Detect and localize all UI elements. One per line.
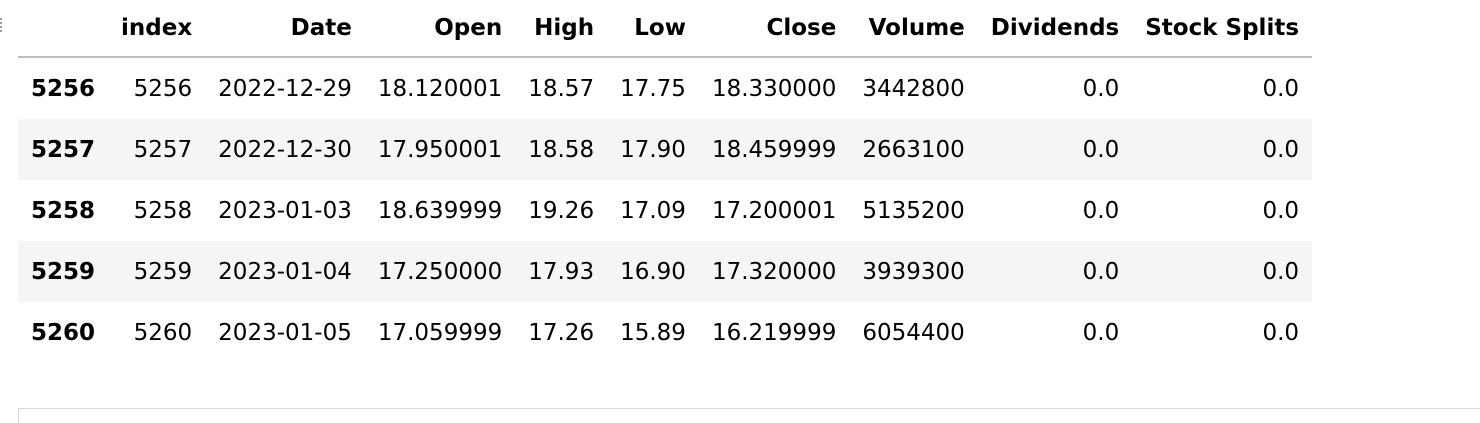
column-header-stock-splits: Stock Splits (1132, 0, 1313, 58)
cell-volume: 5135200 (862, 197, 965, 224)
cell-close: 18.330000 (711, 75, 837, 102)
cell-index: 5257 (133, 136, 193, 163)
cell-close: 16.219999 (711, 319, 837, 346)
cell-volume: 3939300 (862, 258, 965, 285)
header-row: index Date Open High Low Close Volume Di… (18, 0, 1313, 58)
cell-low: 17.90 (620, 136, 686, 163)
table-row: 5259 5259 2023-01-04 17.250000 17.93 16.… (18, 241, 1313, 302)
column-header-dividends: Dividends (977, 0, 1133, 58)
cell-date: 2023-01-03 (218, 197, 352, 224)
cell-open: 17.950001 (377, 136, 503, 163)
cell-high: 17.93 (528, 258, 595, 285)
cell-high: 19.26 (528, 197, 595, 224)
cell-close: 18.459999 (711, 136, 837, 163)
cell-close: 17.200001 (711, 197, 837, 224)
table-row: 5258 5258 2023-01-03 18.639999 19.26 17.… (18, 180, 1312, 241)
row-label: 5256 (31, 75, 96, 102)
table-row: 5257 5257 2022-12-30 17.950001 18.58 17.… (18, 119, 1313, 180)
cell-index: 5256 (133, 75, 193, 102)
cell-open: 17.059999 (377, 319, 503, 346)
row-label: 5260 (31, 319, 96, 346)
table-row: 5256 5256 2022-12-29 18.120001 18.57 17.… (18, 57, 1312, 119)
cell-dividends: 0.0 (1082, 319, 1120, 346)
cell-volume: 2663100 (862, 136, 965, 163)
cell-close: 17.320000 (711, 258, 837, 285)
cell-low: 17.09 (620, 197, 686, 224)
cell-stock-splits: 0.0 (1262, 197, 1300, 224)
cell-low: 16.90 (620, 258, 686, 285)
cell-dividends: 0.0 (1082, 136, 1120, 163)
index-corner-header (18, 0, 109, 58)
column-header-open: Open (364, 0, 516, 58)
column-header-high: High (515, 0, 608, 58)
cell-index: 5258 (133, 197, 193, 224)
cell-collapse-handle[interactable] (0, 18, 5, 32)
table-row: 5260 5260 2023-01-05 17.059999 17.26 15.… (18, 302, 1312, 363)
cell-volume: 3442800 (862, 75, 965, 102)
column-header-index: index (108, 0, 206, 58)
cell-dividends: 0.0 (1082, 75, 1120, 102)
cell-high: 17.26 (528, 319, 595, 346)
cell-high: 18.58 (528, 136, 595, 163)
cell-date: 2023-01-05 (218, 319, 352, 346)
cell-date: 2023-01-04 (218, 258, 352, 285)
cell-low: 17.75 (620, 75, 686, 102)
row-label: 5259 (31, 258, 96, 285)
cell-high: 18.57 (528, 75, 595, 102)
column-header-volume: Volume (849, 0, 978, 58)
cell-dividends: 0.0 (1082, 197, 1120, 224)
next-cell-frame[interactable] (18, 408, 1480, 423)
cell-date: 2022-12-30 (218, 136, 352, 163)
cell-low: 15.89 (620, 319, 686, 346)
cell-stock-splits: 0.0 (1262, 258, 1300, 285)
column-header-date: Date (205, 0, 365, 58)
cell-volume: 6054400 (862, 319, 965, 346)
cell-dividends: 0.0 (1082, 258, 1120, 285)
cell-stock-splits: 0.0 (1262, 75, 1300, 102)
cell-index: 5259 (133, 258, 193, 285)
cell-date: 2022-12-29 (218, 75, 352, 102)
cell-index: 5260 (133, 319, 193, 346)
cell-stock-splits: 0.0 (1262, 136, 1300, 163)
row-label: 5257 (31, 136, 96, 163)
cell-open: 17.250000 (377, 258, 503, 285)
dataframe-table: index Date Open High Low Close Volume Di… (18, 0, 1313, 363)
column-header-close: Close (698, 0, 850, 58)
row-label: 5258 (31, 197, 96, 224)
cell-open: 18.120001 (377, 75, 503, 102)
column-header-low: Low (607, 0, 699, 58)
cell-stock-splits: 0.0 (1262, 319, 1300, 346)
cell-open: 18.639999 (377, 197, 503, 224)
